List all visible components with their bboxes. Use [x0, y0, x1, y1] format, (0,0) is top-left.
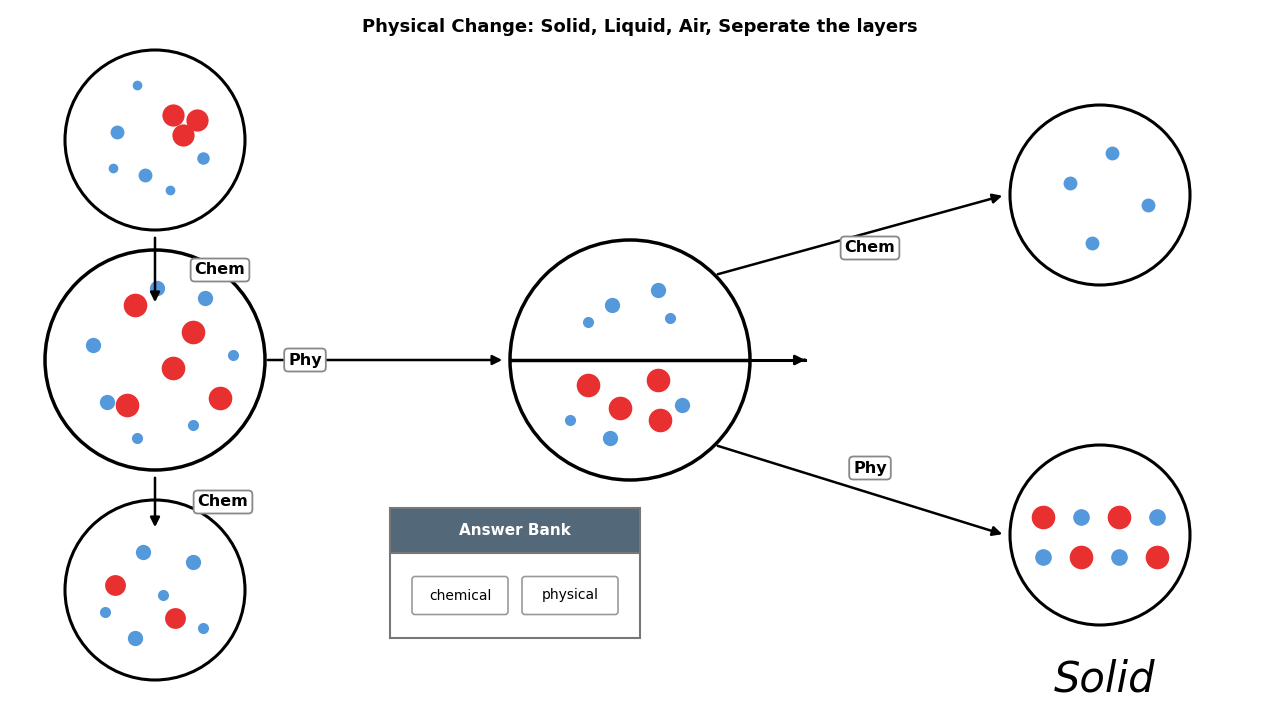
- FancyBboxPatch shape: [522, 577, 618, 614]
- Text: Answer Bank: Answer Bank: [460, 523, 571, 538]
- FancyBboxPatch shape: [412, 577, 508, 614]
- Text: Chem: Chem: [195, 263, 246, 277]
- Text: physical: physical: [541, 588, 599, 603]
- Text: Physical Change: Solid, Liquid, Air, Seperate the layers: Physical Change: Solid, Liquid, Air, Sep…: [362, 18, 918, 36]
- Text: Solid: Solid: [1055, 659, 1156, 701]
- Text: chemical: chemical: [429, 588, 492, 603]
- Text: Chem: Chem: [845, 240, 896, 256]
- Text: Phy: Phy: [288, 353, 321, 367]
- FancyBboxPatch shape: [390, 553, 640, 638]
- Text: Phy: Phy: [854, 461, 887, 475]
- FancyBboxPatch shape: [390, 508, 640, 553]
- Text: Chem: Chem: [197, 495, 248, 510]
